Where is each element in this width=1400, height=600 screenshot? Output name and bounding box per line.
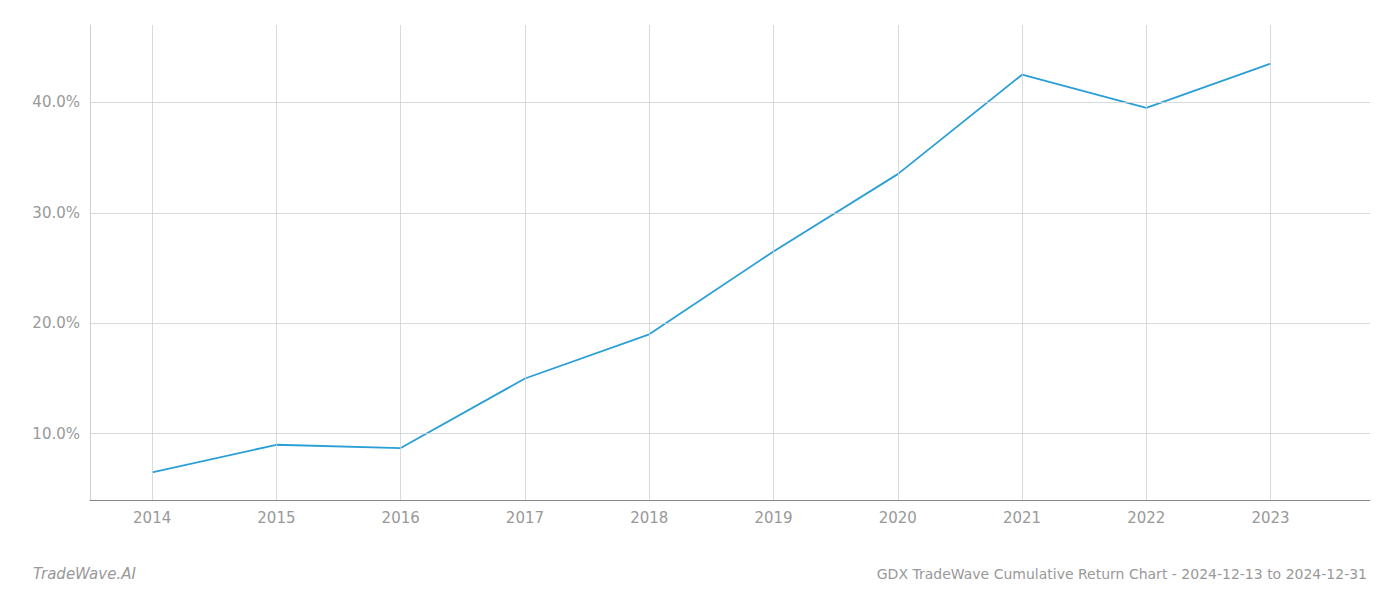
svg-text:2019: 2019	[754, 509, 792, 527]
svg-text:2015: 2015	[257, 509, 295, 527]
svg-text:2023: 2023	[1251, 509, 1289, 527]
svg-text:2022: 2022	[1127, 509, 1165, 527]
svg-text:30.0%: 30.0%	[32, 204, 80, 222]
svg-text:2014: 2014	[133, 509, 171, 527]
svg-text:GDX TradeWave Cumulative Retur: GDX TradeWave Cumulative Return Chart - …	[877, 566, 1367, 582]
svg-text:TradeWave.AI: TradeWave.AI	[33, 565, 136, 583]
svg-text:40.0%: 40.0%	[32, 93, 80, 111]
svg-text:2018: 2018	[630, 509, 668, 527]
svg-text:10.0%: 10.0%	[32, 425, 80, 443]
svg-text:2017: 2017	[506, 509, 544, 527]
svg-text:2021: 2021	[1003, 509, 1041, 527]
svg-text:2020: 2020	[879, 509, 917, 527]
svg-text:2016: 2016	[382, 509, 420, 527]
svg-text:20.0%: 20.0%	[32, 314, 80, 332]
